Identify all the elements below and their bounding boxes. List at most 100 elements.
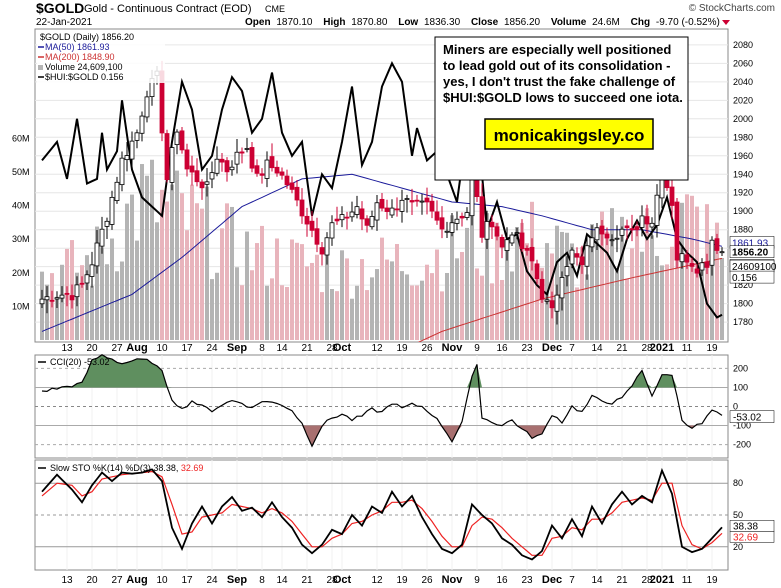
candle-up — [349, 211, 355, 218]
date-tick-label: Sep — [227, 574, 247, 586]
candle-up — [589, 237, 595, 248]
candle-down — [694, 268, 700, 274]
ma200-group — [417, 257, 723, 342]
candle-up — [104, 220, 110, 227]
volume-bar — [140, 164, 144, 340]
date-tick-label: 16 — [496, 575, 508, 586]
candle-up — [404, 198, 410, 200]
annotation-line-1: Miners are especially well positioned — [443, 42, 671, 57]
volume-bar — [425, 264, 429, 340]
chg-label: Chg — [631, 17, 650, 28]
volume-tag: 24609100 — [732, 262, 777, 273]
candle-up — [214, 158, 220, 174]
date-tick-label: 14 — [591, 343, 603, 354]
volume-bar — [330, 289, 334, 340]
candle-up — [244, 148, 250, 150]
cci-overbought-fill — [102, 354, 107, 388]
volume-bar — [80, 265, 84, 340]
volume-bar — [185, 230, 189, 340]
candle-up — [584, 245, 590, 267]
cci-last-tag-bg — [729, 410, 775, 423]
volume-bar — [250, 270, 254, 340]
date-tick-label: Aug — [126, 574, 147, 586]
volume-bar — [225, 203, 229, 340]
volume-bar — [635, 228, 639, 340]
volume-bar — [445, 272, 449, 340]
last-price-tag: 1856.20 — [732, 248, 769, 259]
candle-down — [249, 147, 255, 169]
volume-tick-label: 10M — [12, 301, 30, 311]
candle-up — [139, 115, 145, 134]
date-tick-label: 14 — [276, 575, 288, 586]
candle-down — [539, 278, 545, 300]
candle-down — [489, 221, 495, 228]
volume-bar — [165, 201, 169, 340]
cci-overbought-fill — [152, 363, 157, 388]
candle-down — [194, 170, 200, 183]
volume-bar — [75, 272, 79, 340]
candle-up — [59, 294, 65, 299]
open-label: Open — [245, 17, 271, 28]
volume-bar — [660, 265, 664, 340]
date-tick-label: 13 — [61, 343, 73, 354]
legend-box — [37, 31, 165, 83]
volume-bar — [615, 267, 619, 340]
volume-bar — [125, 203, 129, 340]
volume-bar — [400, 271, 404, 340]
open-value: 1870.10 — [276, 17, 313, 28]
volume-axis: 10M 20M 30M 40M 50M 60M — [12, 133, 30, 311]
last-price-tag-bg — [729, 245, 775, 258]
sto-title-d: 32.69 — [181, 463, 204, 473]
candle-up — [654, 194, 660, 226]
candle-down — [684, 254, 690, 263]
volume-bar — [495, 222, 499, 340]
date-tick-label: 20 — [86, 575, 98, 586]
candle-down — [219, 158, 225, 163]
volume-bar — [460, 251, 464, 340]
candle-up — [144, 96, 150, 118]
volume-bar — [625, 278, 629, 340]
candle-down — [79, 282, 85, 285]
date-tick-label: 24 — [206, 343, 218, 354]
candle-up — [174, 131, 180, 146]
volume-bar — [505, 248, 509, 340]
candle-down — [179, 130, 185, 151]
candle-down — [714, 238, 720, 251]
price-tick-label: 2040 — [733, 77, 753, 87]
candle-up — [44, 296, 50, 301]
candle-down — [424, 197, 430, 203]
volume-bar — [370, 277, 374, 340]
volume-bar — [355, 285, 359, 340]
cci-oversold-fill — [307, 425, 312, 447]
volume-bar — [380, 237, 384, 340]
volume-tick-label: 40M — [12, 201, 30, 211]
ratio-tag-bg — [729, 270, 775, 284]
date-tick-label: 26 — [421, 343, 433, 354]
legend-ratio: $HUI:$GOLD 0.156 — [45, 72, 124, 82]
date-tick-label: 11 — [682, 575, 693, 586]
date-tick-label: 2021 — [650, 342, 674, 354]
candle-down — [524, 247, 530, 251]
candle-down — [164, 133, 170, 181]
cci-oversold-fill — [537, 425, 542, 436]
volume-bar — [95, 226, 99, 340]
legend-volume-swatch — [38, 65, 43, 70]
volume-bar — [465, 227, 469, 340]
cci-oversold-fill — [457, 425, 462, 432]
sto-d-tag-bg — [729, 531, 775, 543]
candle-up — [609, 239, 615, 242]
candle-down — [689, 263, 695, 267]
candle-up — [484, 221, 490, 240]
volume-bar — [195, 203, 199, 340]
candle-up — [464, 212, 470, 218]
date-tick-label: 8 — [259, 575, 265, 586]
date-tick-label: 28 — [641, 575, 653, 586]
volume-bar — [405, 274, 409, 340]
volume-tick-label: 30M — [12, 234, 30, 244]
date-tick-label: 2021 — [650, 574, 674, 586]
volume-bar — [320, 292, 324, 340]
cci-overbought-fill — [662, 374, 667, 388]
candle-up — [209, 172, 215, 180]
candle-down — [579, 256, 585, 266]
candle-up — [389, 207, 395, 216]
